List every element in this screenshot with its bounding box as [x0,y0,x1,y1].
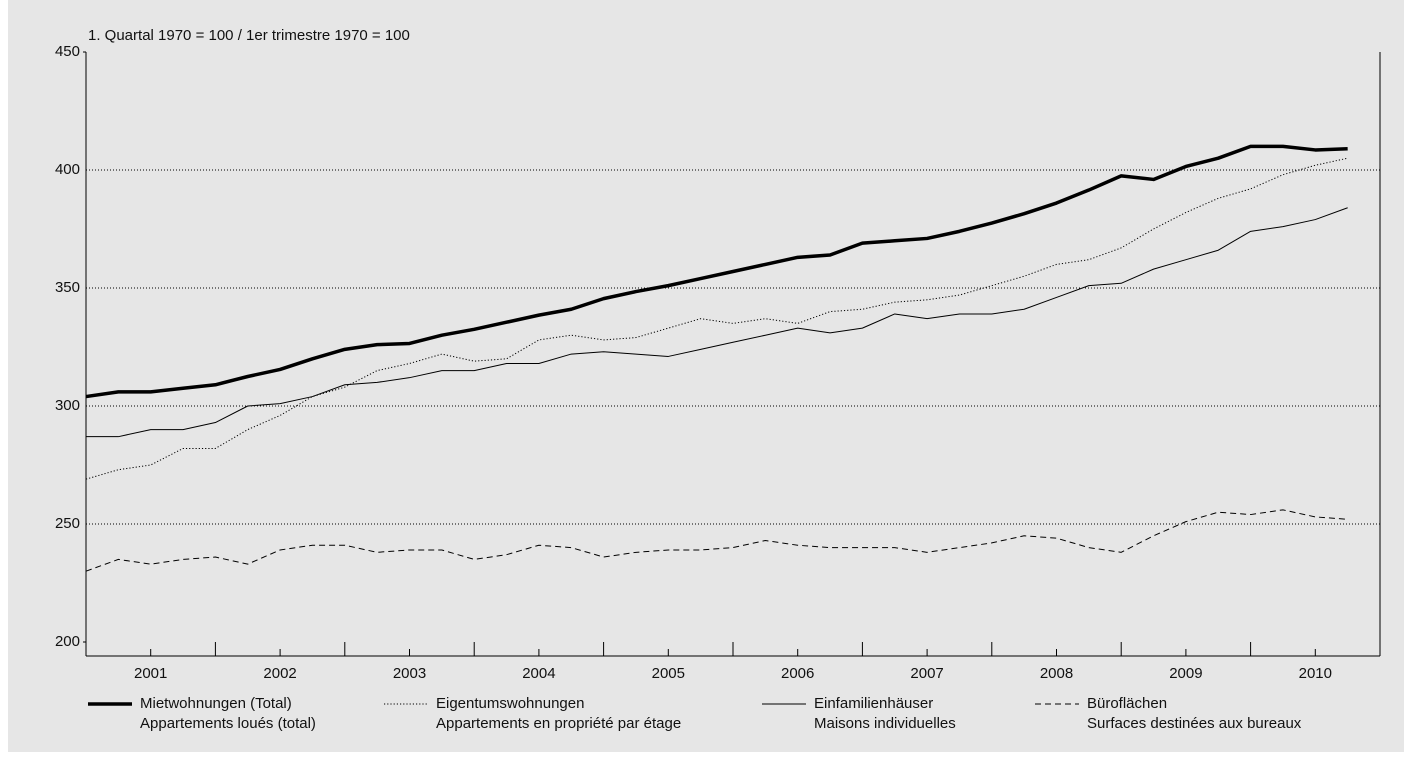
x-tick-label: 2001 [134,665,167,682]
axis-title: 1. Quartal 1970 = 100 / 1er trimestre 19… [88,27,410,44]
y-tick-label: 250 [55,515,80,532]
y-tick-label: 300 [55,397,80,414]
x-tick-label: 2007 [910,665,943,682]
series-line [85,144,1348,399]
x-tick-label: 2008 [1040,665,1073,682]
x-tick-label: 2003 [393,665,426,682]
legend-label: Büroflächen Surfaces destinées aux bureau… [1087,695,1302,732]
legend-item: Einfamilienhäuser Maisons individuelles [762,695,956,732]
legend-label: Einfamilienhäuser Maisons individuelles [814,695,956,732]
chart-background [8,0,1404,752]
series-line [86,207,1348,438]
y-tick-label: 200 [55,633,80,650]
y-tick-label: 400 [55,161,80,178]
legend-item: Eigentumswohnungen Appartements en propri… [384,695,681,732]
x-tick-label: 2002 [263,665,296,682]
series-line [85,509,1348,572]
x-tick-label: 2005 [652,665,685,682]
y-tick-label: 450 [55,43,80,60]
y-tick-label: 350 [55,279,80,296]
x-tick-label: 2004 [522,665,555,682]
legend-label: Eigentumswohnungen Appartements en propri… [436,695,681,732]
x-tick-label: 2006 [781,665,814,682]
x-tick-label: 2009 [1169,665,1202,682]
x-tick-label: 2010 [1299,665,1332,682]
legend-item: Mietwohnungen (Total) Appartements loués … [88,695,316,732]
series-line [85,157,1348,480]
legend-label: Mietwohnungen (Total) Appartements loués … [140,695,316,732]
legend-item: Büroflächen Surfaces destinées aux bureau… [1035,695,1302,732]
